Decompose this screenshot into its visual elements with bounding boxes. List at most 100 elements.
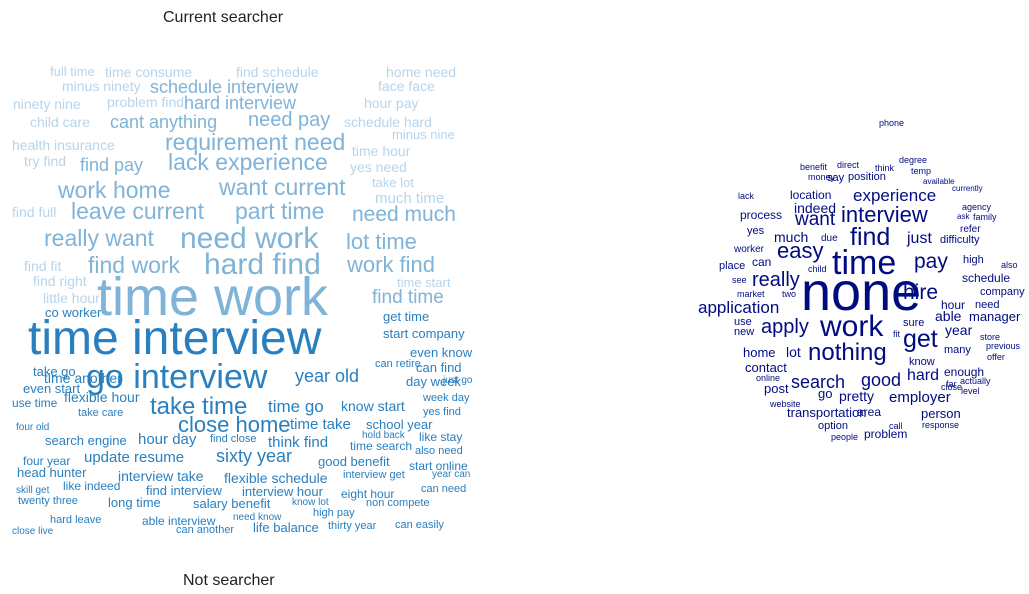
cloud-word: leave current (71, 198, 204, 224)
cloud-word: lot time (346, 229, 417, 254)
cloud-word: want current (219, 174, 346, 200)
cloud-word: cant anything (110, 112, 218, 132)
cloud-word: need know (233, 512, 282, 523)
cloud-word: school year (366, 417, 433, 432)
cloud-word: time another (44, 370, 122, 386)
cloud-word: like stay (419, 430, 463, 444)
cloud-word: hour (941, 298, 966, 312)
cloud-word: hard leave (50, 514, 102, 526)
cloud-word: time go (268, 397, 324, 416)
cloud-word: know (909, 356, 935, 368)
cloud-word: benefit (800, 162, 828, 172)
cloud-word: hold back (362, 430, 405, 441)
cloud-word: yes find (423, 406, 461, 418)
cloud-word: sure (903, 317, 925, 329)
cloud-word: problem find (107, 94, 185, 110)
cloud-word: sixty year (216, 446, 293, 466)
cloud-word: able (935, 308, 962, 324)
cloud-word: find interview (146, 483, 222, 498)
bottom-label: Not searcher (183, 572, 275, 589)
cloud-word: pay (914, 250, 948, 273)
cloud-word: actually (960, 376, 991, 386)
cloud-word: know lot (292, 497, 329, 508)
cloud-word: go (818, 386, 833, 401)
cloud-word: can another (176, 524, 235, 536)
cloud-word: online (756, 373, 781, 383)
cloud-word: place (719, 260, 746, 272)
cloud-word: non compete (366, 497, 430, 509)
cloud-word: thirty year (328, 520, 377, 532)
cloud-word: hire (903, 281, 939, 304)
cloud-word: find (850, 223, 891, 251)
cloud-word: due (821, 233, 838, 244)
cloud-word: fit (893, 329, 901, 339)
cloud-word: can retire (375, 358, 421, 370)
cloud-word: find fit (24, 258, 62, 274)
cloud-word: try find (24, 153, 67, 169)
cloud-word: like indeed (63, 479, 121, 493)
cloud-word: flexible hour (64, 389, 140, 405)
cloud-word: location (790, 188, 832, 202)
cloud-word: temp (911, 166, 932, 176)
cloud-word: call (889, 421, 903, 431)
cloud-word: co worker (45, 305, 102, 320)
cloud-word: need much (352, 203, 456, 226)
cloud-word: think (875, 163, 895, 173)
cloud-word: indeed (794, 200, 837, 216)
cloud-word: find work (88, 252, 181, 278)
cloud-word: able interview (142, 514, 216, 528)
cloud-word: position (848, 171, 886, 183)
cloud-word: year can (432, 469, 471, 480)
cloud-word: child (808, 264, 827, 274)
cloud-word: person (921, 406, 961, 421)
cloud-word: see (732, 275, 747, 285)
cloud-word: find right (33, 273, 87, 289)
cloud-word: company (980, 286, 1025, 298)
cloud-word: go interview (86, 358, 268, 396)
cloud-word: skill get (16, 485, 50, 496)
cloud-word: work (820, 310, 884, 343)
cloud-word: ninety nine (13, 96, 81, 112)
cloud-word: start company (383, 326, 465, 341)
cloud-word: use time (12, 396, 58, 410)
cloud-word: yes need (350, 159, 407, 175)
cloud-word: home need (386, 64, 457, 80)
cloud-word: minus nine (392, 127, 455, 142)
cloud-word: time start (397, 275, 451, 290)
cloud-word: interview hour (242, 484, 323, 499)
cloud-word: time (832, 244, 897, 282)
cloud-word: much time (375, 190, 445, 207)
cloud-word: work home (58, 177, 171, 203)
cloud-word: hard find (204, 248, 321, 281)
cloud-word: just go (443, 375, 473, 386)
cloud-word: easy (777, 238, 824, 263)
cloud-word: start online (409, 459, 468, 473)
cloud-word: pretty (839, 388, 875, 404)
cloud-word: find pay (80, 155, 144, 175)
cloud-word: need (975, 299, 1000, 311)
cloud-word: much (774, 229, 809, 245)
cloud-word: search engine (45, 433, 127, 448)
cloud-word: money (808, 172, 836, 182)
cloud-word: time take (290, 416, 351, 433)
cloud-word: option (818, 420, 848, 432)
cloud-word: long time (108, 495, 161, 510)
cloud-word: time search (350, 439, 413, 453)
cloud-word: day week (406, 374, 461, 389)
cloud-word: transportation (787, 405, 867, 420)
cloud-word: find time (372, 287, 444, 308)
cloud-word: four year (23, 454, 71, 468)
cloud-word: people (831, 432, 859, 442)
cloud-word: available (923, 177, 955, 186)
cloud-word: take care (78, 407, 124, 419)
cloud-word: home (743, 345, 776, 360)
cloud-word: contact (745, 360, 787, 375)
cloud-word: find close (210, 433, 257, 445)
cloud-word: high pay (313, 507, 355, 519)
cloud-word: year old (295, 366, 360, 386)
cloud-word: website (770, 399, 801, 409)
cloud-word: life balance (253, 520, 319, 535)
cloud-word: also need (415, 445, 463, 457)
cloud-word: hard interview (184, 93, 297, 113)
